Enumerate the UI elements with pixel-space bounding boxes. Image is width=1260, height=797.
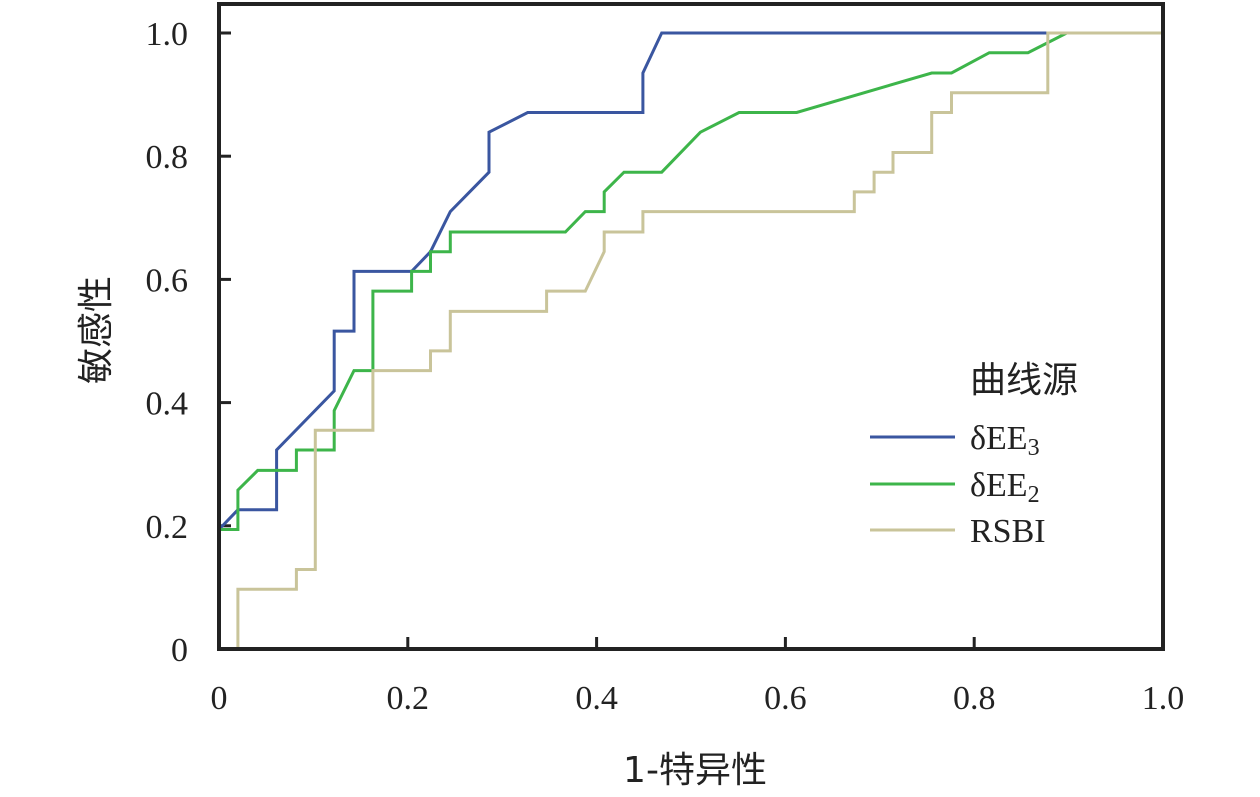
y-tick-label: 0.8 bbox=[146, 139, 189, 176]
series-line-rsbi bbox=[219, 31, 1163, 651]
legend-title: 曲线源 bbox=[970, 360, 1078, 401]
x-tick-label: 0.6 bbox=[764, 680, 807, 717]
y-tick-label: 0.6 bbox=[146, 262, 189, 299]
plot-frame bbox=[217, 2, 1165, 651]
x-tick-label: 0 bbox=[211, 680, 228, 717]
x-axis-title: 1-特异性 bbox=[623, 750, 767, 791]
y-axis-title: 敏感性 bbox=[76, 276, 117, 384]
series-line-ee3 bbox=[217, 31, 1163, 649]
x-tick-label: 0.2 bbox=[387, 680, 430, 717]
y-tick-label: 1.0 bbox=[146, 16, 189, 53]
legend-label-name: RSBI bbox=[970, 513, 1046, 550]
x-tick-label: 1.0 bbox=[1142, 680, 1185, 717]
y-tick-label: 0 bbox=[171, 632, 188, 669]
legend-label-subscript: 2 bbox=[1028, 482, 1040, 508]
legend-label: δEE3 bbox=[970, 420, 1040, 461]
y-tick-label: 0.4 bbox=[146, 386, 189, 423]
series-line-ee2 bbox=[217, 31, 1163, 649]
legend-label-subscript: 3 bbox=[1028, 435, 1040, 461]
legend-label-name: δEE bbox=[970, 420, 1028, 457]
y-tick-label: 0.2 bbox=[146, 509, 189, 546]
legend-label-name: δEE bbox=[970, 467, 1028, 504]
series-lines bbox=[217, 31, 1163, 651]
x-tick-label: 0.8 bbox=[953, 680, 996, 717]
legend-label: RSBI bbox=[970, 513, 1046, 550]
legend-label: δEE2 bbox=[970, 467, 1040, 508]
x-tick-label: 0.4 bbox=[575, 680, 618, 717]
